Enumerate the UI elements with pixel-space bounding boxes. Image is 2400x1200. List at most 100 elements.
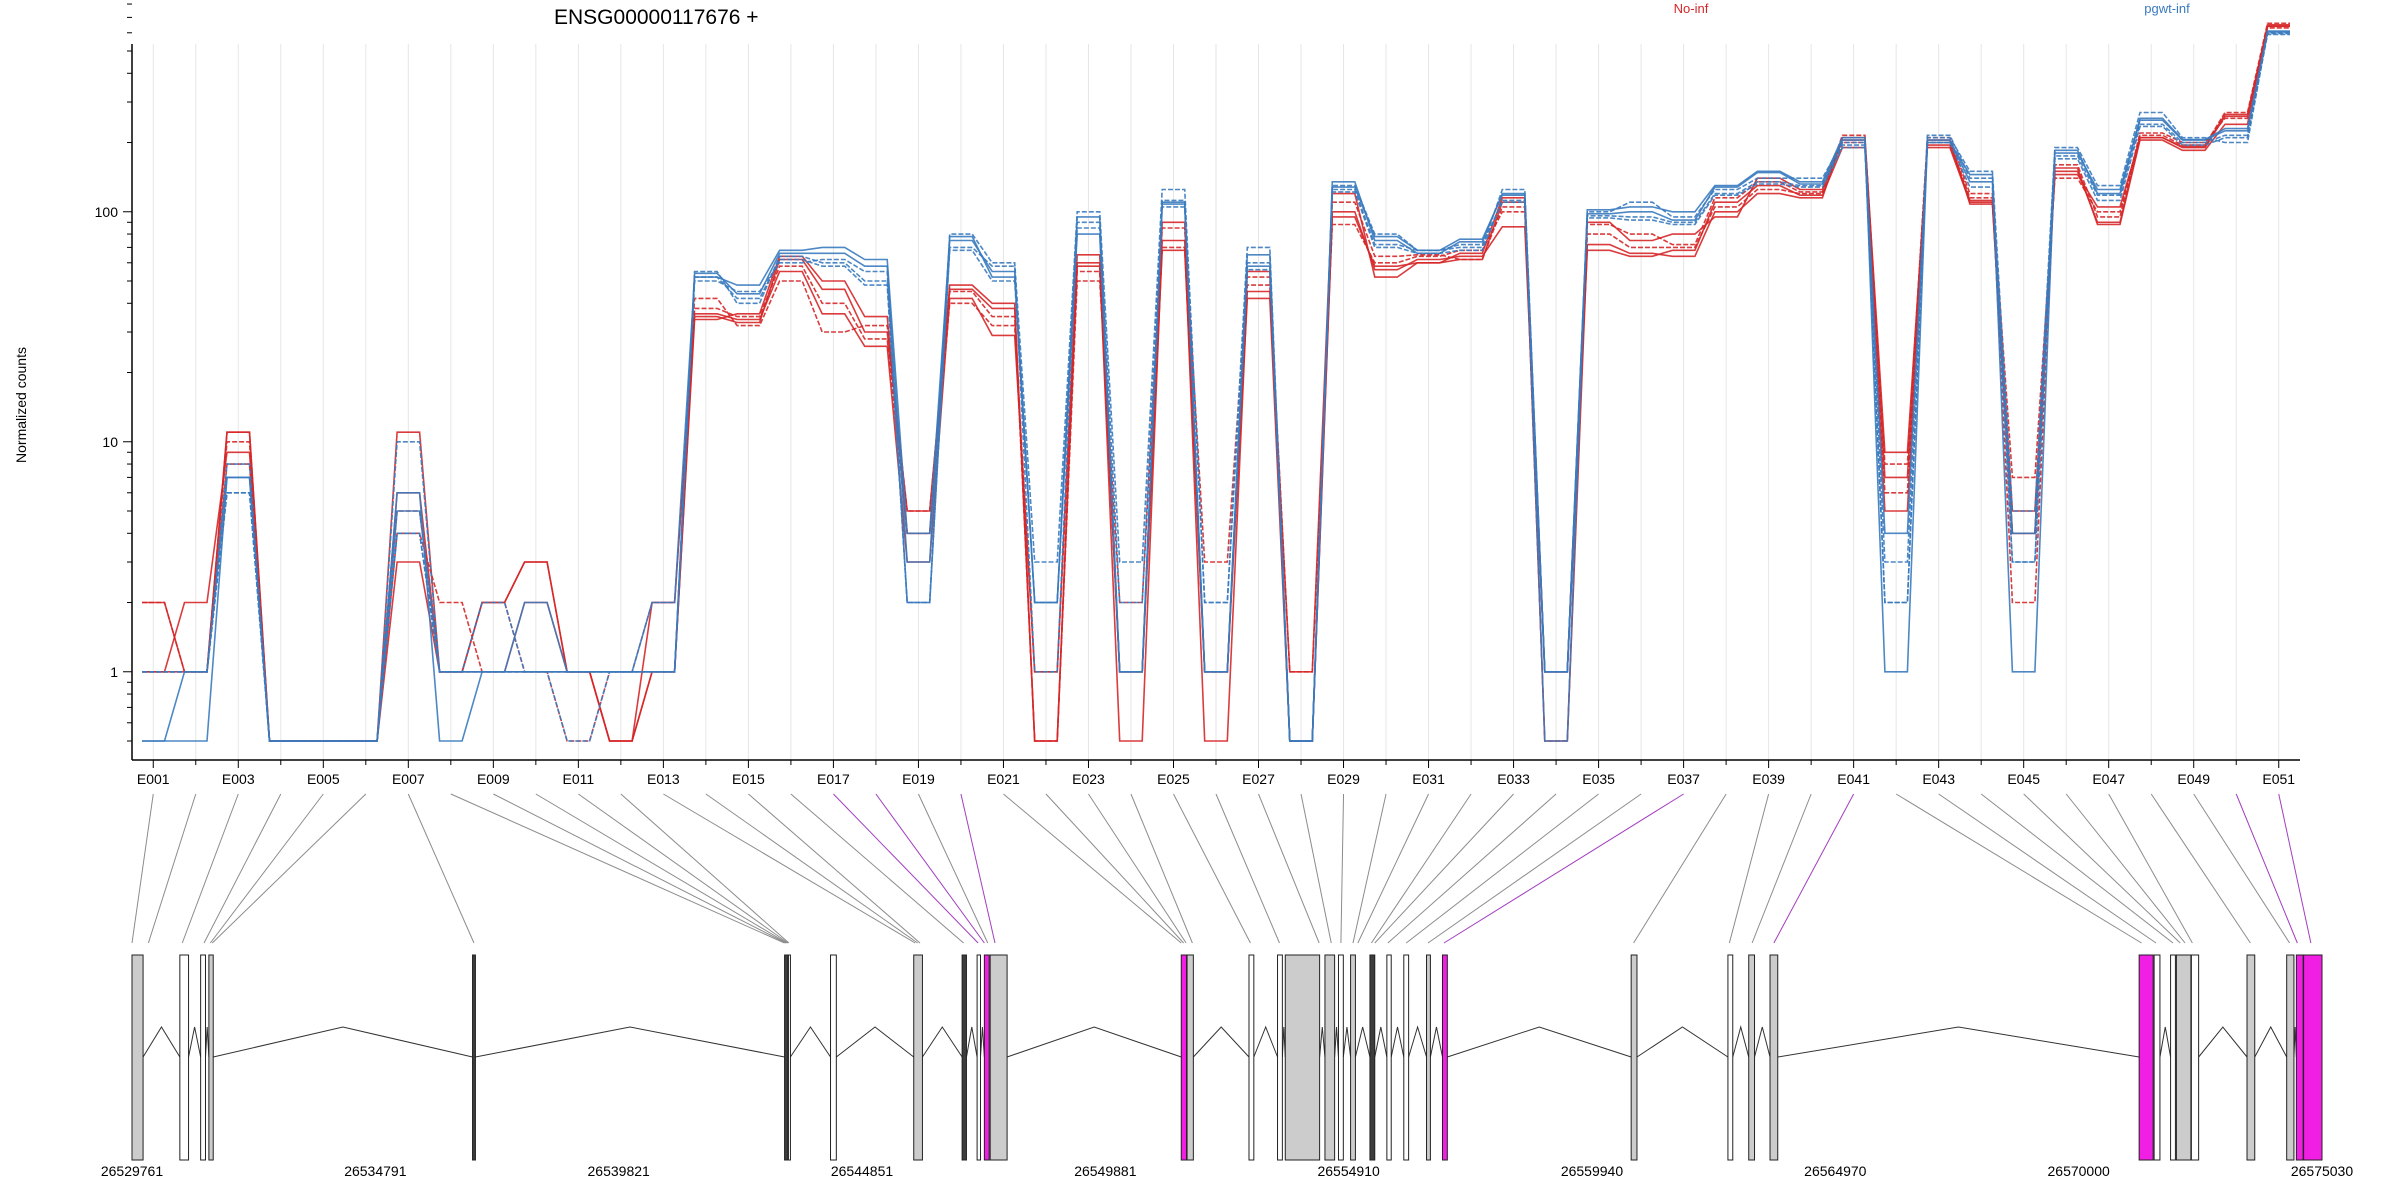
intron-line (1408, 1025, 1428, 1058)
gene-model-exon (2170, 954, 2176, 1161)
connector-e043 (1938, 793, 2157, 944)
x-tick-label-e031: E031 (1412, 771, 1445, 787)
x-tick-label-e033: E033 (1497, 771, 1530, 787)
connector-e039 (1728, 793, 1770, 944)
gene-model-exon (1369, 954, 1376, 1161)
gene-model-exon (2286, 954, 2295, 1161)
gene-model-exon (983, 954, 990, 1161)
connector-e002 (147, 793, 197, 944)
intron-line (2159, 1026, 2172, 1058)
intron-line (1319, 1026, 1326, 1058)
x-tick-label-e023: E023 (1072, 771, 1105, 787)
gene-model-exon (1630, 954, 1638, 1161)
connector-e030 (1352, 793, 1387, 944)
gene-model-exon (1324, 954, 1336, 1161)
connector-e051 (2278, 793, 2312, 944)
connector-e045 (2023, 793, 2181, 944)
y-tick-label: 100 (95, 204, 119, 220)
x-tick-label-e043: E043 (1922, 771, 1955, 787)
connector-e050 (2235, 793, 2298, 944)
gene-model-exon (179, 954, 190, 1161)
connector-e018 (875, 793, 985, 944)
connector-e006 (211, 793, 367, 944)
connector-e014 (705, 793, 918, 944)
connector-e032 (1370, 793, 1472, 944)
connector-e011 (578, 793, 789, 944)
connector-e029 (1340, 793, 1345, 944)
y-tick-label: 1 (110, 664, 118, 680)
intron-line (1636, 1026, 1729, 1058)
genomic-tick-label: 26554910 (1317, 1163, 1380, 1179)
gene-model-exon (2303, 954, 2323, 1161)
connector-e005 (209, 793, 324, 944)
gene-model-exon (830, 954, 837, 1161)
gene-model-exon (784, 954, 789, 1161)
genomic-tick-label: 26575030 (2291, 1163, 2354, 1179)
connector-e049 (2193, 793, 2291, 944)
connector-e035 (1405, 793, 1599, 944)
y-axis: 1 10 100 (95, 3, 133, 760)
exon-connectors (131, 793, 2312, 944)
connector-e004 (203, 793, 282, 944)
intron-line (142, 1026, 181, 1058)
connector-e012 (620, 793, 790, 944)
connector-e010 (535, 793, 788, 944)
gene-model-exon (1403, 954, 1410, 1161)
x-tick-label-e025: E025 (1157, 771, 1190, 787)
connector-e047 (2108, 793, 2193, 944)
gene-model-exon (1748, 954, 1756, 1161)
genomic-tick-label: 26539821 (588, 1163, 651, 1179)
x-tick-label-e029: E029 (1327, 771, 1360, 787)
exon-axis: E001 E003 E005 E007 E009 E011 E013 E015 E017 E019… (132, 759, 2300, 787)
x-tick-label-e047: E047 (2092, 771, 2125, 787)
connector-e008 (450, 793, 785, 944)
connector-e037 (1443, 793, 1684, 944)
gene-model-exon (1186, 954, 1194, 1161)
x-tick-label-e037: E037 (1667, 771, 1700, 787)
gene-model-exon (1248, 954, 1255, 1161)
y-axis-label: Normalized counts (13, 347, 29, 463)
gene-model-exon (1426, 954, 1431, 1161)
intron-line (1192, 1026, 1250, 1058)
gene-model-exon (1277, 954, 1283, 1161)
gene-model-exon (1386, 954, 1392, 1161)
intron-line (2198, 1026, 2248, 1058)
x-tick-label-e035: E035 (1582, 771, 1615, 787)
x-tick-label-e021: E021 (987, 771, 1020, 787)
genomic-tick-label: 26570000 (2048, 1163, 2111, 1179)
intron-line (979, 1026, 985, 1058)
series-line-pgwt-inf (142, 33, 2290, 742)
connector-e020 (960, 793, 996, 944)
gene-title: ENSG00000117676 + (554, 6, 759, 29)
gene-model-exon (1350, 954, 1356, 1161)
gene-model-exon (787, 954, 791, 1161)
intron-line (2254, 1025, 2288, 1058)
x-tick-label-e039: E039 (1752, 771, 1785, 787)
x-tick-label-e003: E003 (222, 771, 255, 787)
x-tick-label-e013: E013 (647, 771, 680, 787)
connector-e019 (917, 793, 989, 944)
connector-e046 (2065, 793, 2186, 944)
connector-e007 (407, 793, 475, 944)
x-tick-label-e027: E027 (1242, 771, 1275, 787)
legend-entry-no-inf: No-inf (1674, 1, 1709, 16)
x-tick-label-e045: E045 (2007, 771, 2040, 787)
connector-e022 (1045, 793, 1185, 944)
genomic-tick-label: 26534791 (344, 1163, 407, 1179)
gene-model-exon (976, 954, 981, 1161)
intron-line (213, 1026, 473, 1058)
gene-model-exon (2295, 954, 2304, 1161)
x-tick-label-e015: E015 (732, 771, 765, 787)
x-tick-label-e001: E001 (137, 771, 170, 787)
x-tick-label-e051: E051 (2262, 771, 2295, 787)
series-line-pgwt-inf (142, 31, 2290, 742)
gene-model-exon (200, 954, 206, 1161)
connector-e031 (1357, 793, 1430, 944)
gene-model-exon (131, 954, 144, 1161)
intron-line (1253, 1025, 1278, 1058)
connector-e048 (2150, 793, 2251, 944)
genomic-tick-label: 26564970 (1804, 1163, 1867, 1179)
gene-model-exon (472, 954, 476, 1161)
x-tick-label-e009: E009 (477, 771, 510, 787)
intron-line (922, 1026, 963, 1058)
